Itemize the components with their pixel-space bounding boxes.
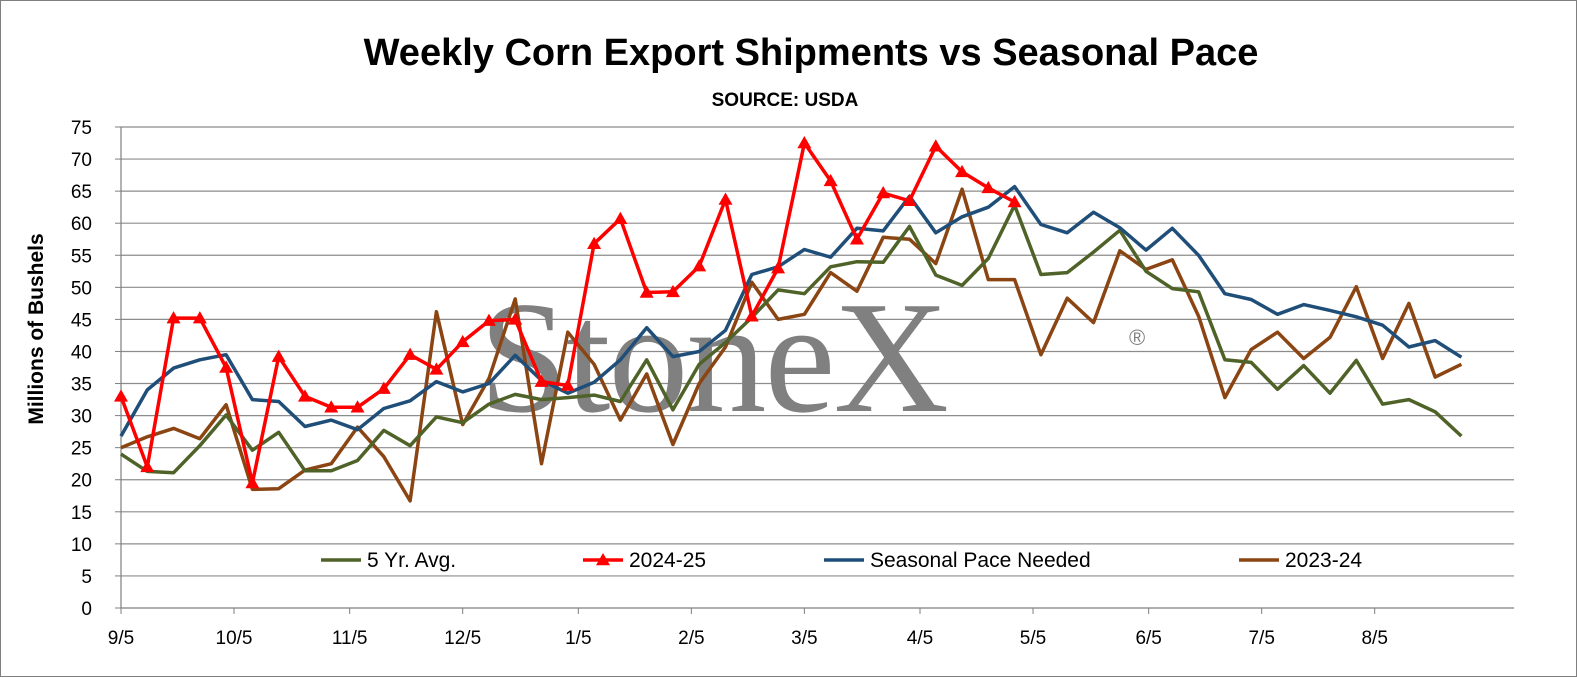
y-tick-label: 55 [71,246,92,267]
data-point-2024-25 [376,381,391,394]
x-tick-label: 4/5 [907,628,933,649]
series-line-2023-24 [120,187,1463,503]
data-point-2024-25 [192,311,207,324]
data-point-2024-25 [665,284,680,298]
x-tick-label: 6/5 [1135,628,1161,649]
data-point-2024-25 [981,180,996,194]
y-tick-label: 75 [71,118,92,139]
watermark-text: StoneX [479,268,947,446]
legend-label: 5 Yr. Avg. [367,549,456,572]
legend-label: 2024-25 [629,549,706,572]
data-point-2024-25 [245,475,260,489]
data-point-2024-25 [534,374,549,387]
y-tick-label: 60 [71,214,92,235]
y-tick-label: 0 [81,599,92,620]
x-tick-label: 3/5 [791,628,817,649]
data-point-2024-25 [271,349,286,362]
data-point-2024-25 [797,136,812,149]
data-point-2024-25 [718,192,733,205]
x-tick-label: 5/5 [1020,628,1046,649]
series-lines [114,136,1463,503]
y-tick-label: 5 [81,567,92,588]
data-point-2024-25 [403,347,418,360]
data-point-2024-25 [692,259,707,272]
y-axis-ticks: 0 5 10 15 20 25 30 35 40 45 50 55 60 65 70 75 [71,118,121,620]
legend-marker [596,553,610,566]
y-tick-label: 50 [71,278,92,299]
data-point-2024-25 [639,285,654,298]
chart-title: Weekly Corn Export Shipments vs Seasonal… [364,32,1259,74]
y-tick-label: 10 [71,535,92,556]
y-tick-label: 15 [71,503,92,524]
data-point-2024-25 [166,311,181,324]
legend: 5 Yr. Avg. 2024-25 Seasonal Pace Needed 202… [321,549,1362,572]
y-tick-label: 45 [71,310,92,331]
legend-label: Seasonal Pace Needed [870,549,1091,572]
x-tick-label: 9/5 [108,628,134,649]
chart-subtitle: SOURCE: USDA [712,90,859,111]
data-point-2024-25 [902,193,917,207]
data-point-2024-25 [849,232,864,245]
legend-label: 2023-24 [1285,549,1362,572]
data-point-2024-25 [613,211,628,224]
data-point-2024-25 [928,139,943,152]
x-tick-label: 1/5 [565,628,591,649]
y-tick-label: 40 [71,342,92,363]
x-tick-label: 10/5 [216,628,253,649]
x-tick-label: 11/5 [332,628,368,649]
data-point-2024-25 [429,362,444,375]
data-point-2024-25 [587,236,602,249]
y-tick-label: 70 [71,150,92,171]
y-tick-label: 25 [71,439,92,460]
series-line-seasonal-pace-needed [119,184,1463,437]
x-axis-ticks: 9/5 10/5 11/5 12/5 1/5 2/5 3/5 4/5 5/5 6/5 7/5 8/5 [108,608,1388,649]
data-point-2024-25 [219,360,234,373]
axes [120,127,1514,609]
x-tick-label: 2/5 [678,628,704,649]
data-point-2024-25 [350,400,365,413]
data-point-2024-25 [508,312,523,325]
x-tick-label: 8/5 [1361,628,1387,649]
data-point-2024-25 [744,309,759,322]
y-tick-label: 35 [71,375,92,396]
data-point-2024-25 [140,459,155,473]
data-point-2024-25 [771,261,786,274]
x-tick-label: 12/5 [444,628,481,649]
registered-mark: ® [1129,325,1145,350]
y-axis-label: Millions of Bushels [25,233,48,424]
y-tick-label: 20 [71,471,92,492]
data-point-2024-25 [823,173,838,187]
data-point-2024-25 [114,389,128,402]
data-point-2024-25 [481,313,496,326]
data-point-2024-25 [955,164,970,178]
y-tick-label: 30 [71,407,92,428]
y-tick-label: 65 [71,182,92,203]
data-point-2024-25 [297,389,312,402]
stonex-watermark: StoneX ® [479,268,1145,446]
data-point-2024-25 [1007,195,1022,208]
x-tick-label: 7/5 [1248,628,1274,649]
data-point-2024-25 [324,400,339,413]
data-point-2024-25 [876,186,891,199]
data-point-2024-25 [455,334,470,348]
series-line-5-yr-avg [120,203,1463,475]
data-point-2024-25 [560,378,575,391]
